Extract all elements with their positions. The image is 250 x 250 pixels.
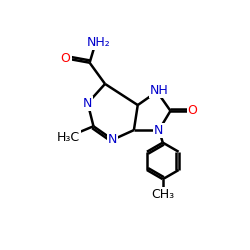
- Text: NH₂: NH₂: [86, 36, 110, 49]
- Text: NH: NH: [150, 84, 168, 97]
- Text: O: O: [188, 104, 198, 117]
- Text: O: O: [60, 52, 70, 65]
- Text: N: N: [108, 133, 118, 146]
- Text: CH₃: CH₃: [151, 188, 174, 201]
- Text: N: N: [154, 124, 164, 136]
- Text: H₃C: H₃C: [57, 131, 80, 144]
- Text: N: N: [83, 97, 92, 110]
